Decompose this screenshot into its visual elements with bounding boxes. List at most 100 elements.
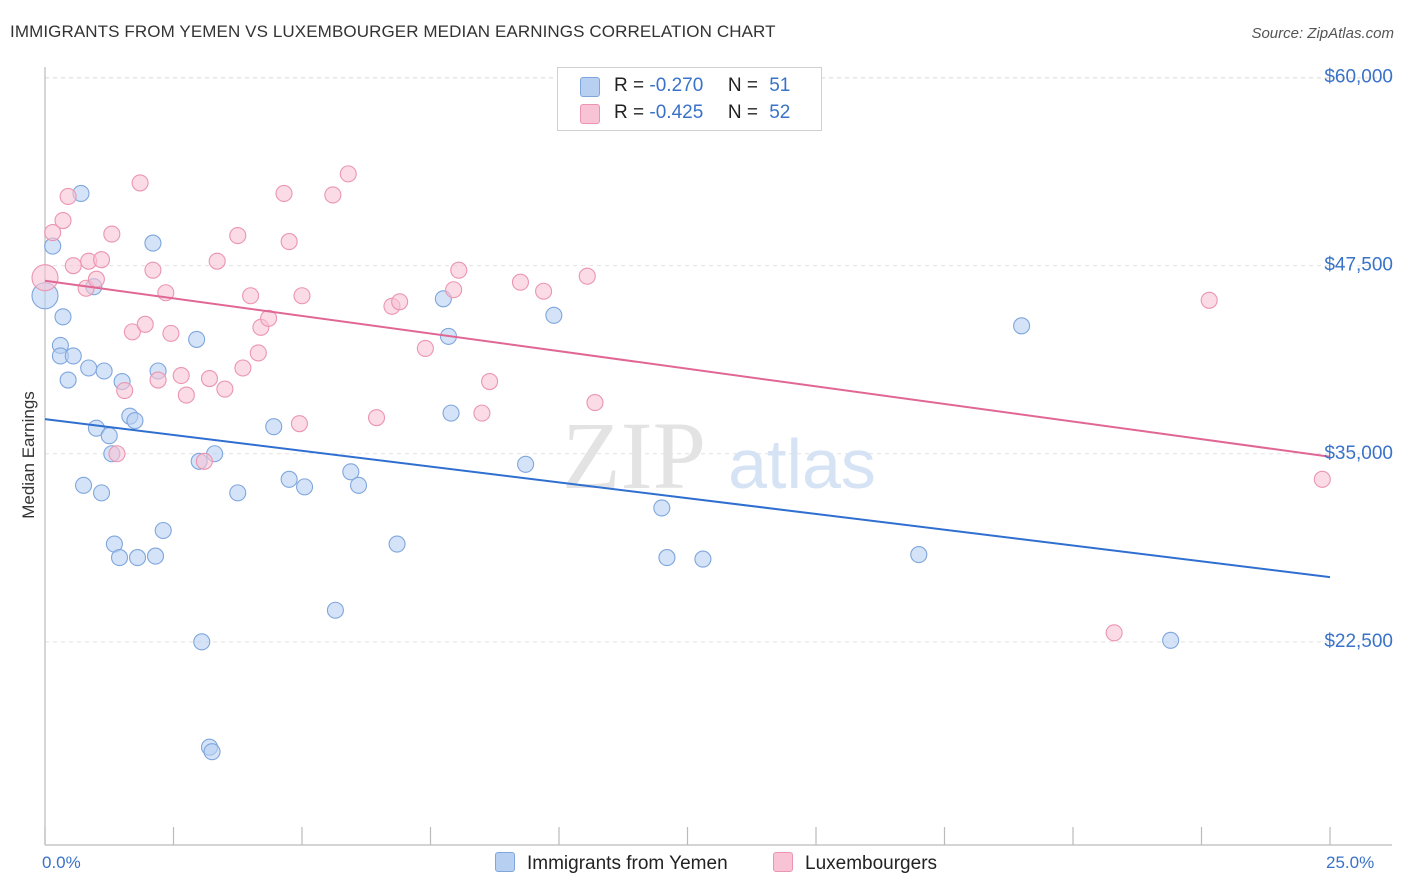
point-luxembourgers [290, 415, 308, 433]
point-yemen [1013, 317, 1031, 335]
point-yemen [694, 550, 712, 568]
point-luxembourgers [280, 233, 298, 251]
legend-r-value-luxembourgers: -0.425 [649, 102, 704, 123]
point-luxembourgers [391, 293, 409, 311]
point-luxembourgers [162, 324, 180, 342]
point-yemen [92, 484, 111, 502]
watermark-atlas: atlas [728, 425, 876, 503]
point-yemen [545, 306, 563, 324]
point-luxembourgers [242, 287, 260, 305]
point-luxembourgers [416, 339, 434, 357]
point-luxembourgers [59, 187, 77, 205]
bottom-legend-swatch-luxembourgers [773, 852, 793, 872]
source-label: Source: ZipAtlas.com [1251, 25, 1394, 42]
y-tick-label-1: $35,000 [1324, 443, 1393, 464]
point-yemen [229, 484, 247, 502]
point-luxembourgers [108, 445, 126, 463]
point-luxembourgers [293, 287, 311, 305]
point-luxembourgers [260, 309, 278, 327]
point-luxembourgers [1313, 470, 1331, 488]
bottom-legend-luxembourgers: Luxembourgers [773, 852, 937, 875]
legend-r-label: R = [614, 75, 645, 96]
correlation-legend: R = -0.270 N = 51 R = -0.425 N = 52 [557, 67, 822, 131]
point-luxembourgers [275, 184, 293, 202]
point-yemen [59, 371, 77, 389]
point-luxembourgers [103, 225, 121, 243]
trend-lines [44, 279, 1331, 579]
watermark-zip: ZIP [562, 402, 706, 509]
point-yemen [54, 308, 72, 326]
point-yemen [144, 234, 162, 252]
point-luxembourgers [136, 315, 154, 333]
point-luxembourgers [339, 165, 357, 183]
bottom-legend-swatch-yemen [495, 852, 515, 872]
point-luxembourgers [149, 371, 167, 389]
point-yemen [265, 418, 283, 436]
point-luxembourgers [116, 382, 134, 400]
point-yemen [296, 478, 314, 496]
point-yemen [388, 535, 406, 553]
point-luxembourgers [216, 380, 234, 398]
point-yemen [203, 743, 221, 761]
point-luxembourgers [535, 282, 553, 300]
point-luxembourgers [92, 251, 111, 269]
y-axis-label: Median Earnings [19, 391, 38, 519]
bottom-legend-label-yemen: Immigrants from Yemen [527, 853, 728, 874]
legend-n-value-luxembourgers: 52 [769, 102, 791, 123]
point-yemen [653, 499, 671, 517]
point-luxembourgers [87, 270, 105, 288]
y-tick-label-0: $22,500 [1324, 631, 1393, 652]
point-luxembourgers [123, 323, 141, 341]
point-luxembourgers [367, 409, 386, 427]
point-yemen [146, 547, 165, 565]
point-luxembourgers [200, 369, 219, 388]
point-luxembourgers [324, 186, 342, 204]
point-luxembourgers [208, 252, 226, 270]
point-yemen [910, 546, 928, 564]
point-luxembourgers [450, 261, 468, 279]
point-luxembourgers [249, 344, 267, 362]
point-luxembourgers [473, 404, 491, 422]
point-yemen [128, 549, 147, 567]
point-yemen [64, 347, 82, 365]
point-luxembourgers [177, 386, 195, 404]
point-luxembourgers [511, 273, 530, 291]
point-luxembourgers [172, 366, 190, 385]
trend-line-luxembourgers [44, 279, 1331, 458]
gridlines [45, 77, 1392, 643]
legend-swatch-luxembourgers [580, 104, 600, 124]
point-luxembourgers [1105, 624, 1123, 642]
point-yemen [280, 470, 298, 488]
x-tick-min: 0.0% [42, 853, 81, 872]
point-luxembourgers [578, 267, 596, 285]
legend-n-label: N = [727, 102, 758, 123]
point-luxembourgers [54, 211, 72, 230]
chart-title: IMMIGRANTS FROM YEMEN VS LUXEMBOURGER ME… [10, 22, 776, 41]
point-luxembourgers [1200, 291, 1218, 309]
point-yemen [193, 633, 211, 651]
point-luxembourgers [195, 452, 213, 470]
x-tick-max: 25.0% [1326, 853, 1375, 872]
point-yemen [154, 521, 172, 540]
point-yemen [326, 601, 344, 619]
point-luxembourgers [31, 264, 59, 292]
point-luxembourgers [234, 359, 252, 377]
point-yemen [100, 427, 118, 445]
y-tick-label-3: $60,000 [1324, 67, 1393, 88]
trend-line-yemen [44, 418, 1331, 579]
point-luxembourgers [586, 394, 604, 412]
point-yemen [1162, 631, 1180, 649]
point-yemen [126, 412, 144, 430]
point-yemen [342, 463, 360, 481]
point-luxembourgers [144, 261, 162, 279]
point-yemen [658, 549, 676, 567]
legend-n-value-yemen: 51 [769, 75, 791, 96]
bottom-legend-yemen: Immigrants from Yemen [495, 852, 728, 875]
point-yemen [95, 362, 113, 380]
point-yemen [517, 455, 535, 473]
point-yemen [442, 404, 460, 422]
bottom-legend-label-luxembourgers: Luxembourgers [805, 853, 938, 874]
point-yemen [80, 359, 98, 377]
legend-r-label: R = [614, 102, 645, 123]
